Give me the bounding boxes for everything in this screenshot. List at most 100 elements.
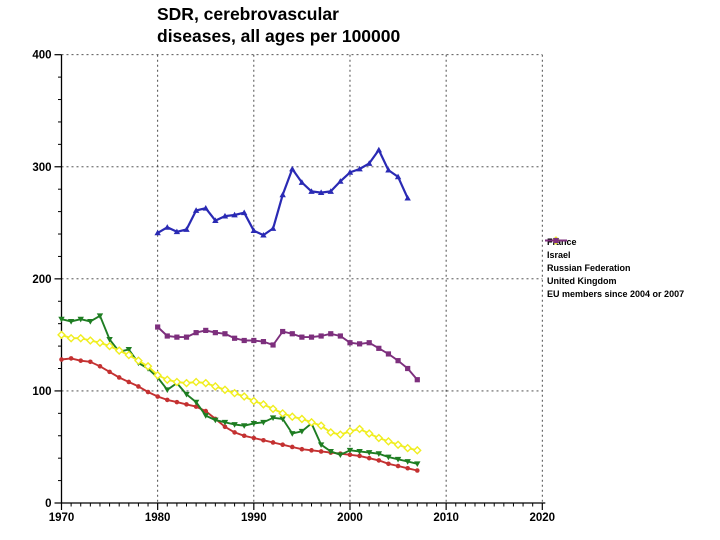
data-point: [250, 227, 258, 234]
data-point: [231, 335, 238, 341]
x-tick-label: 2000: [337, 512, 363, 524]
data-point: [346, 169, 354, 175]
data-point: [201, 378, 211, 388]
data-point: [384, 436, 393, 446]
chart-title: SDR, cerebrovascular diseases, all ages …: [157, 3, 400, 47]
x-tick-label: 1970: [49, 512, 75, 524]
data-point: [66, 333, 76, 343]
data-point: [553, 237, 559, 244]
data-point: [298, 179, 306, 185]
series-france-line: [61, 357, 418, 472]
data-point: [105, 341, 114, 351]
series-united-kingdom-line: [61, 334, 418, 452]
data-point: [318, 333, 324, 339]
legend-item-israel: Israel: [544, 238, 684, 261]
data-point: [299, 334, 305, 340]
y-tick-label: 300: [32, 162, 51, 174]
data-point: [77, 316, 84, 323]
data-point: [125, 347, 133, 353]
data-point: [393, 440, 403, 450]
data-point: [58, 316, 65, 323]
legend-label-russian-federation: Russian Federation: [547, 262, 631, 273]
data-point: [251, 337, 257, 344]
series-russian-federation: [154, 146, 411, 238]
data-point: [374, 433, 384, 443]
x-tick-label: 1990: [241, 512, 267, 524]
data-point: [241, 433, 247, 439]
data-point: [251, 435, 257, 441]
data-point: [88, 359, 93, 365]
y-tick-label: 100: [32, 386, 51, 398]
data-point: [183, 391, 190, 398]
data-point: [174, 334, 180, 340]
data-point: [403, 443, 413, 453]
data-point: [212, 330, 218, 336]
data-point: [145, 389, 151, 395]
data-point: [298, 428, 306, 435]
data-point: [126, 379, 132, 385]
data-point: [57, 330, 66, 340]
data-point: [278, 408, 288, 418]
data-point: [375, 451, 383, 457]
data-point: [260, 231, 267, 238]
data-point: [203, 408, 209, 414]
data-point: [222, 424, 228, 430]
data-point: [366, 455, 372, 461]
data-point: [261, 437, 266, 443]
data-point: [269, 415, 277, 422]
x-tick-label: 2020: [530, 512, 556, 524]
data-point: [414, 461, 421, 467]
data-point: [414, 468, 420, 473]
data-point: [221, 212, 229, 219]
legend-label-eu-members-since-2004-or-2007: EU members since 2004 or 2007: [547, 288, 685, 299]
data-point: [164, 387, 171, 394]
legend-item-eu-members-since-2004-or-2007: EU members since 2004 or 2007: [544, 237, 685, 300]
data-point: [136, 384, 141, 389]
data-point: [212, 217, 219, 223]
data-point: [134, 356, 143, 366]
data-point: [250, 421, 258, 427]
y-tick-label: 400: [32, 50, 51, 62]
data-point: [183, 334, 190, 340]
data-point: [280, 328, 286, 335]
data-point: [366, 160, 373, 166]
data-point: [174, 399, 180, 405]
data-point: [268, 404, 278, 414]
data-point: [337, 333, 343, 339]
data-point: [280, 442, 285, 448]
data-point: [96, 313, 104, 320]
data-point: [414, 377, 420, 383]
data-point: [164, 224, 171, 230]
data-point: [289, 331, 295, 337]
data-point: [394, 456, 402, 463]
data-point: [307, 417, 316, 427]
data-point: [289, 431, 296, 437]
data-point: [67, 319, 75, 325]
legend-item-united-kingdom: United Kingdom: [544, 236, 684, 287]
data-point: [143, 361, 153, 371]
data-point: [76, 333, 86, 343]
data-point: [260, 339, 267, 345]
data-point: [241, 209, 248, 216]
data-point: [357, 453, 362, 459]
data-point: [270, 440, 276, 445]
data-point: [412, 445, 422, 455]
series-israel: [58, 313, 421, 467]
data-point: [183, 226, 190, 232]
data-point: [202, 413, 209, 419]
y-tick-label: 0: [45, 498, 51, 510]
data-point: [356, 449, 363, 455]
data-point: [289, 165, 296, 172]
data-point: [376, 458, 382, 463]
data-point: [192, 399, 200, 406]
data-point: [191, 377, 201, 387]
data-point: [221, 419, 229, 426]
data-point: [106, 336, 113, 343]
data-point: [114, 346, 124, 355]
data-point: [193, 330, 199, 336]
series-france: [59, 356, 420, 473]
data-point: [154, 229, 161, 236]
data-point: [212, 417, 219, 424]
